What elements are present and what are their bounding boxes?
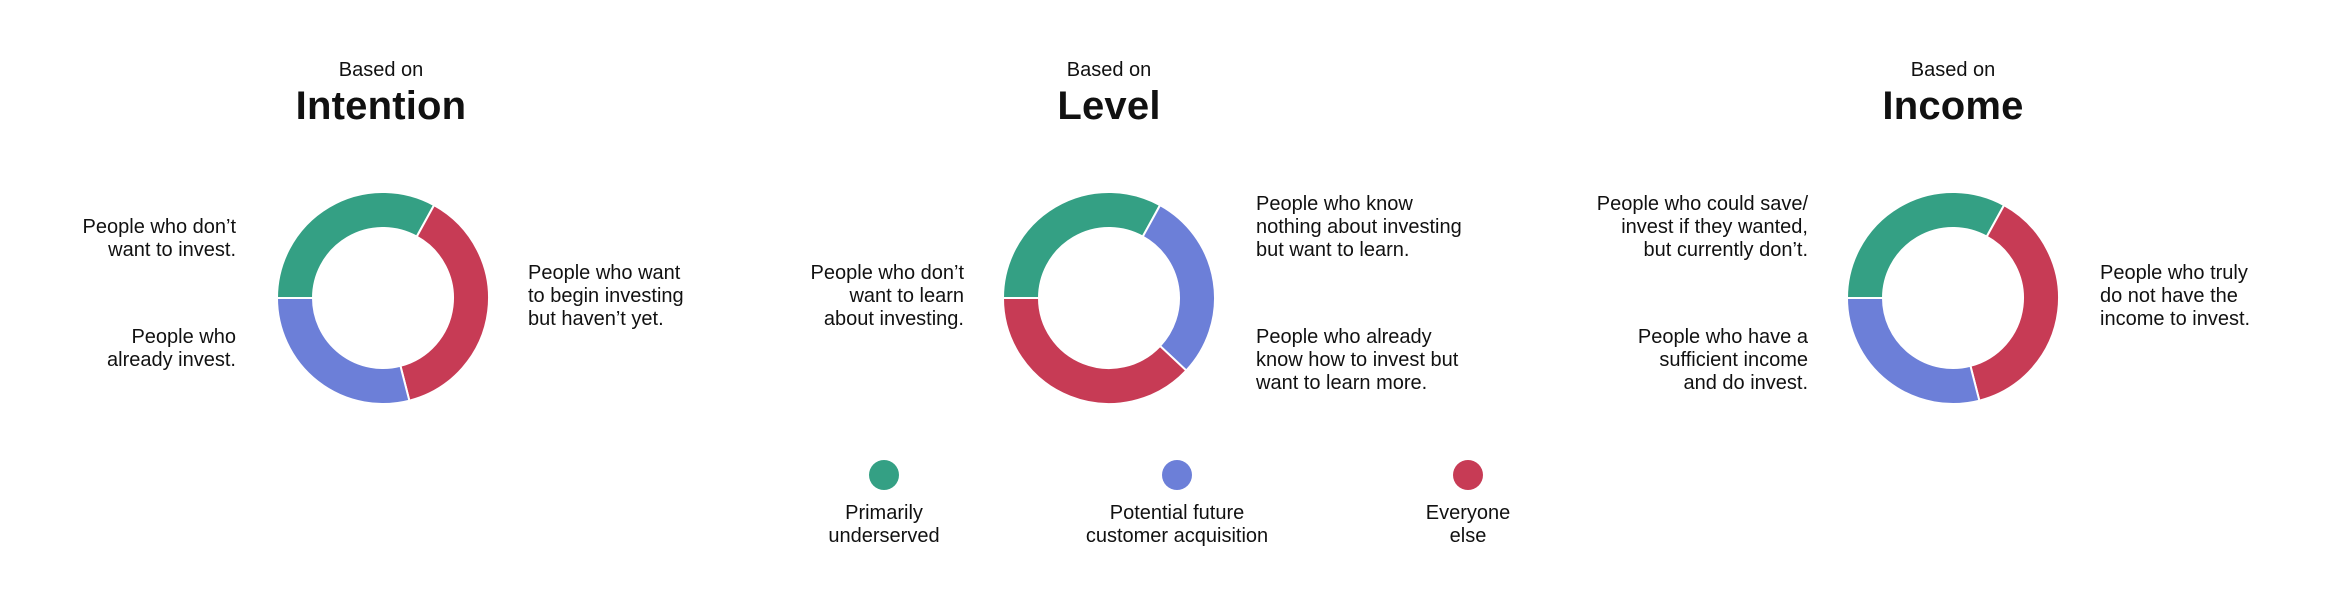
annotation-no-income-to-invest: People who truly do not have the income … — [2100, 262, 2251, 330]
legend-item-everyone-else: Everyone else — [1338, 460, 1598, 548]
donut-chart-intention — [275, 191, 490, 405]
legend-label: Potential future customer acquisition — [1085, 502, 1269, 547]
annotation-know-nothing-want-to-learn: People who know nothing about investing … — [1256, 193, 1462, 261]
donut-segment-blue — [1141, 203, 1216, 372]
annotation-dont-want-to-learn: People who don’t want to learn about inv… — [810, 262, 964, 330]
donut-chart-level — [1001, 191, 1216, 405]
legend-label: Everyone else — [1425, 502, 1511, 547]
panel-kicker: Based on — [1910, 59, 1996, 81]
panel-kicker: Based on — [1066, 59, 1152, 81]
legend-item-primarily-underserved: Primarily underserved — [754, 460, 1014, 548]
annotation-sufficient-income-invest: People who have a sufficient income and … — [1637, 326, 1808, 394]
legend-label: Primarily underserved — [828, 502, 940, 547]
panel-title: Intention — [295, 84, 467, 128]
legend-dot-red — [1453, 460, 1483, 490]
panel-title: Level — [1057, 84, 1161, 128]
legend-item-potential-future-customer: Potential future customer acquisition — [1047, 460, 1307, 548]
annotation-want-to-begin-investing: People who want to begin investing but h… — [528, 262, 684, 330]
donut-segment-green — [1001, 191, 1162, 299]
panel-header-income: Based on Income — [1773, 58, 2133, 128]
annotation-already-invest: People who already invest. — [107, 326, 236, 371]
legend-dot-green — [869, 460, 899, 490]
donut-segment-green — [275, 191, 436, 299]
annotation-dont-want-to-invest: People who don’t want to invest. — [82, 216, 236, 261]
donut-segment-red — [399, 203, 490, 402]
donut-segment-green — [1845, 191, 2006, 299]
legend-dot-blue — [1162, 460, 1192, 490]
annotation-could-save-but-dont: People who could save/ invest if they wa… — [1596, 193, 1808, 261]
donut-segment-blue — [275, 297, 411, 405]
donut-chart-income — [1845, 191, 2060, 405]
panel-header-intention: Based on Intention — [201, 58, 561, 128]
panel-header-level: Based on Level — [929, 58, 1289, 128]
panel-kicker: Based on — [338, 59, 424, 81]
donut-segment-red — [1001, 297, 1188, 405]
panel-title: Income — [1882, 84, 2024, 128]
donut-segment-red — [1969, 203, 2060, 402]
donut-segment-blue — [1845, 297, 1981, 405]
annotation-know-how-want-to-learn-more: People who already know how to invest bu… — [1256, 326, 1459, 394]
